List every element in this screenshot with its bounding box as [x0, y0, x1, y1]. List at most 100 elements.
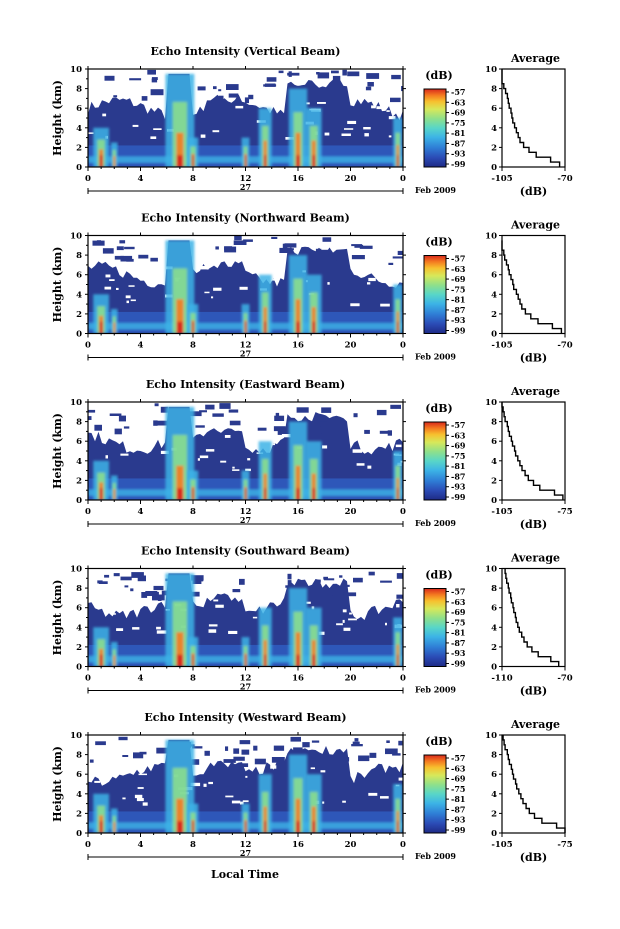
echo-patch — [286, 248, 294, 251]
echo-patch — [192, 578, 202, 584]
echo-gap — [132, 627, 140, 630]
average-y-tick-label: 10 — [485, 398, 497, 408]
echo-patch — [239, 763, 249, 767]
colorbar-unit: (dB) — [425, 569, 452, 582]
echo-patch — [359, 245, 373, 249]
echo-patch — [321, 407, 332, 413]
echo-gap — [356, 463, 365, 466]
echo-gap — [347, 120, 357, 124]
echo-patch — [104, 574, 110, 578]
average-x-label: (dB) — [520, 685, 547, 698]
echo-gap — [137, 787, 144, 789]
colorbar-tick-label: -87 — [451, 804, 465, 814]
echo-patch — [331, 70, 339, 74]
x-axis-label: Local Time — [211, 868, 279, 881]
echo-gap — [281, 434, 291, 438]
echo-gap — [208, 629, 217, 633]
echo-patch — [124, 246, 135, 250]
echo-gap — [208, 624, 218, 627]
x-tick-label: 12 — [240, 507, 252, 517]
echo-patch — [328, 86, 335, 91]
echo-plume — [187, 637, 199, 667]
average-x-label: (dB) — [520, 518, 547, 531]
average-profile-line — [501, 402, 564, 500]
y-tick-label: 6 — [76, 604, 82, 614]
echo-gap — [306, 601, 311, 604]
echo-patch — [263, 84, 277, 87]
echo-plume — [165, 406, 195, 500]
y-tick-label: 2 — [76, 476, 82, 486]
echo-patch — [204, 750, 210, 756]
echo-gap — [398, 777, 403, 781]
echo-panel-1: Echo Intensity (Vertical Beam) 0 2 4 6 8 10 Hei… — [51, 45, 573, 198]
echo-patch — [120, 255, 133, 262]
echo-patch — [138, 254, 149, 259]
y-tick-label: 8 — [76, 584, 82, 594]
colorbar-unit: (dB) — [425, 402, 452, 415]
echo-patch — [118, 736, 128, 741]
echo-plume — [393, 784, 403, 833]
x-tick-label: 0 — [85, 840, 91, 850]
echo-patch — [266, 77, 277, 82]
average-title: Average — [510, 718, 560, 731]
colorbar-tick-label: -57 — [451, 87, 465, 97]
x-tick-label: 12 — [240, 341, 252, 351]
echo-plume — [187, 470, 199, 500]
echo-patch — [365, 86, 372, 91]
echo-gap — [160, 450, 169, 454]
echo-patch — [226, 84, 239, 90]
echo-patch — [213, 86, 217, 90]
echo-gap — [310, 767, 315, 770]
echo-gap — [136, 798, 144, 802]
echo-patch — [364, 429, 370, 434]
x-tick-label: 20 — [345, 174, 357, 184]
echo-gap — [380, 303, 390, 307]
echo-patch — [290, 736, 301, 742]
echo-plume — [288, 754, 308, 833]
echo-gap — [350, 303, 360, 307]
echo-gap — [270, 765, 277, 769]
echo-plume — [241, 304, 250, 334]
echo-plume — [258, 774, 272, 833]
colorbar-tick-label: -87 — [451, 138, 465, 148]
echo-gap — [344, 128, 354, 130]
echo-patch — [321, 428, 332, 434]
echo-patch — [233, 748, 240, 754]
colorbar-tick-label: -93 — [451, 149, 466, 159]
echo-gap — [133, 435, 139, 438]
echo-gap — [104, 286, 112, 290]
echo-plume — [110, 475, 118, 500]
echo-patch — [156, 420, 168, 426]
echo-patch — [390, 97, 401, 103]
echo-patch — [282, 243, 288, 250]
echo-plume — [110, 642, 118, 667]
echo-patch — [191, 759, 200, 765]
echo-gap — [156, 626, 161, 630]
echo-patch — [197, 86, 206, 91]
echo-gap — [88, 132, 94, 134]
echo-patch — [229, 420, 241, 426]
echo-gap — [94, 780, 101, 783]
echo-gap — [245, 468, 251, 472]
y-axis-label: Height (km) — [51, 80, 64, 156]
echo-patch — [390, 404, 401, 409]
echo-patch — [224, 246, 237, 253]
echo-patch — [120, 576, 132, 581]
echo-patch — [369, 752, 377, 758]
average-frame — [501, 401, 566, 501]
average-profile-line — [501, 69, 561, 167]
echo-patch — [302, 742, 310, 748]
echo-patch — [243, 239, 253, 242]
echo-patch — [233, 756, 245, 761]
echo-gap — [153, 128, 162, 130]
echo-patch — [319, 88, 330, 93]
echo-gap — [260, 270, 270, 274]
echo-plume — [93, 793, 109, 833]
echo-gap — [125, 295, 131, 299]
echo-gap — [388, 135, 392, 138]
echo-patch — [274, 415, 285, 421]
echo-gap — [200, 266, 209, 270]
x-tick-label: 20 — [345, 341, 357, 351]
echo-patch — [113, 573, 120, 577]
average-y-tick-label: 10 — [485, 731, 497, 741]
